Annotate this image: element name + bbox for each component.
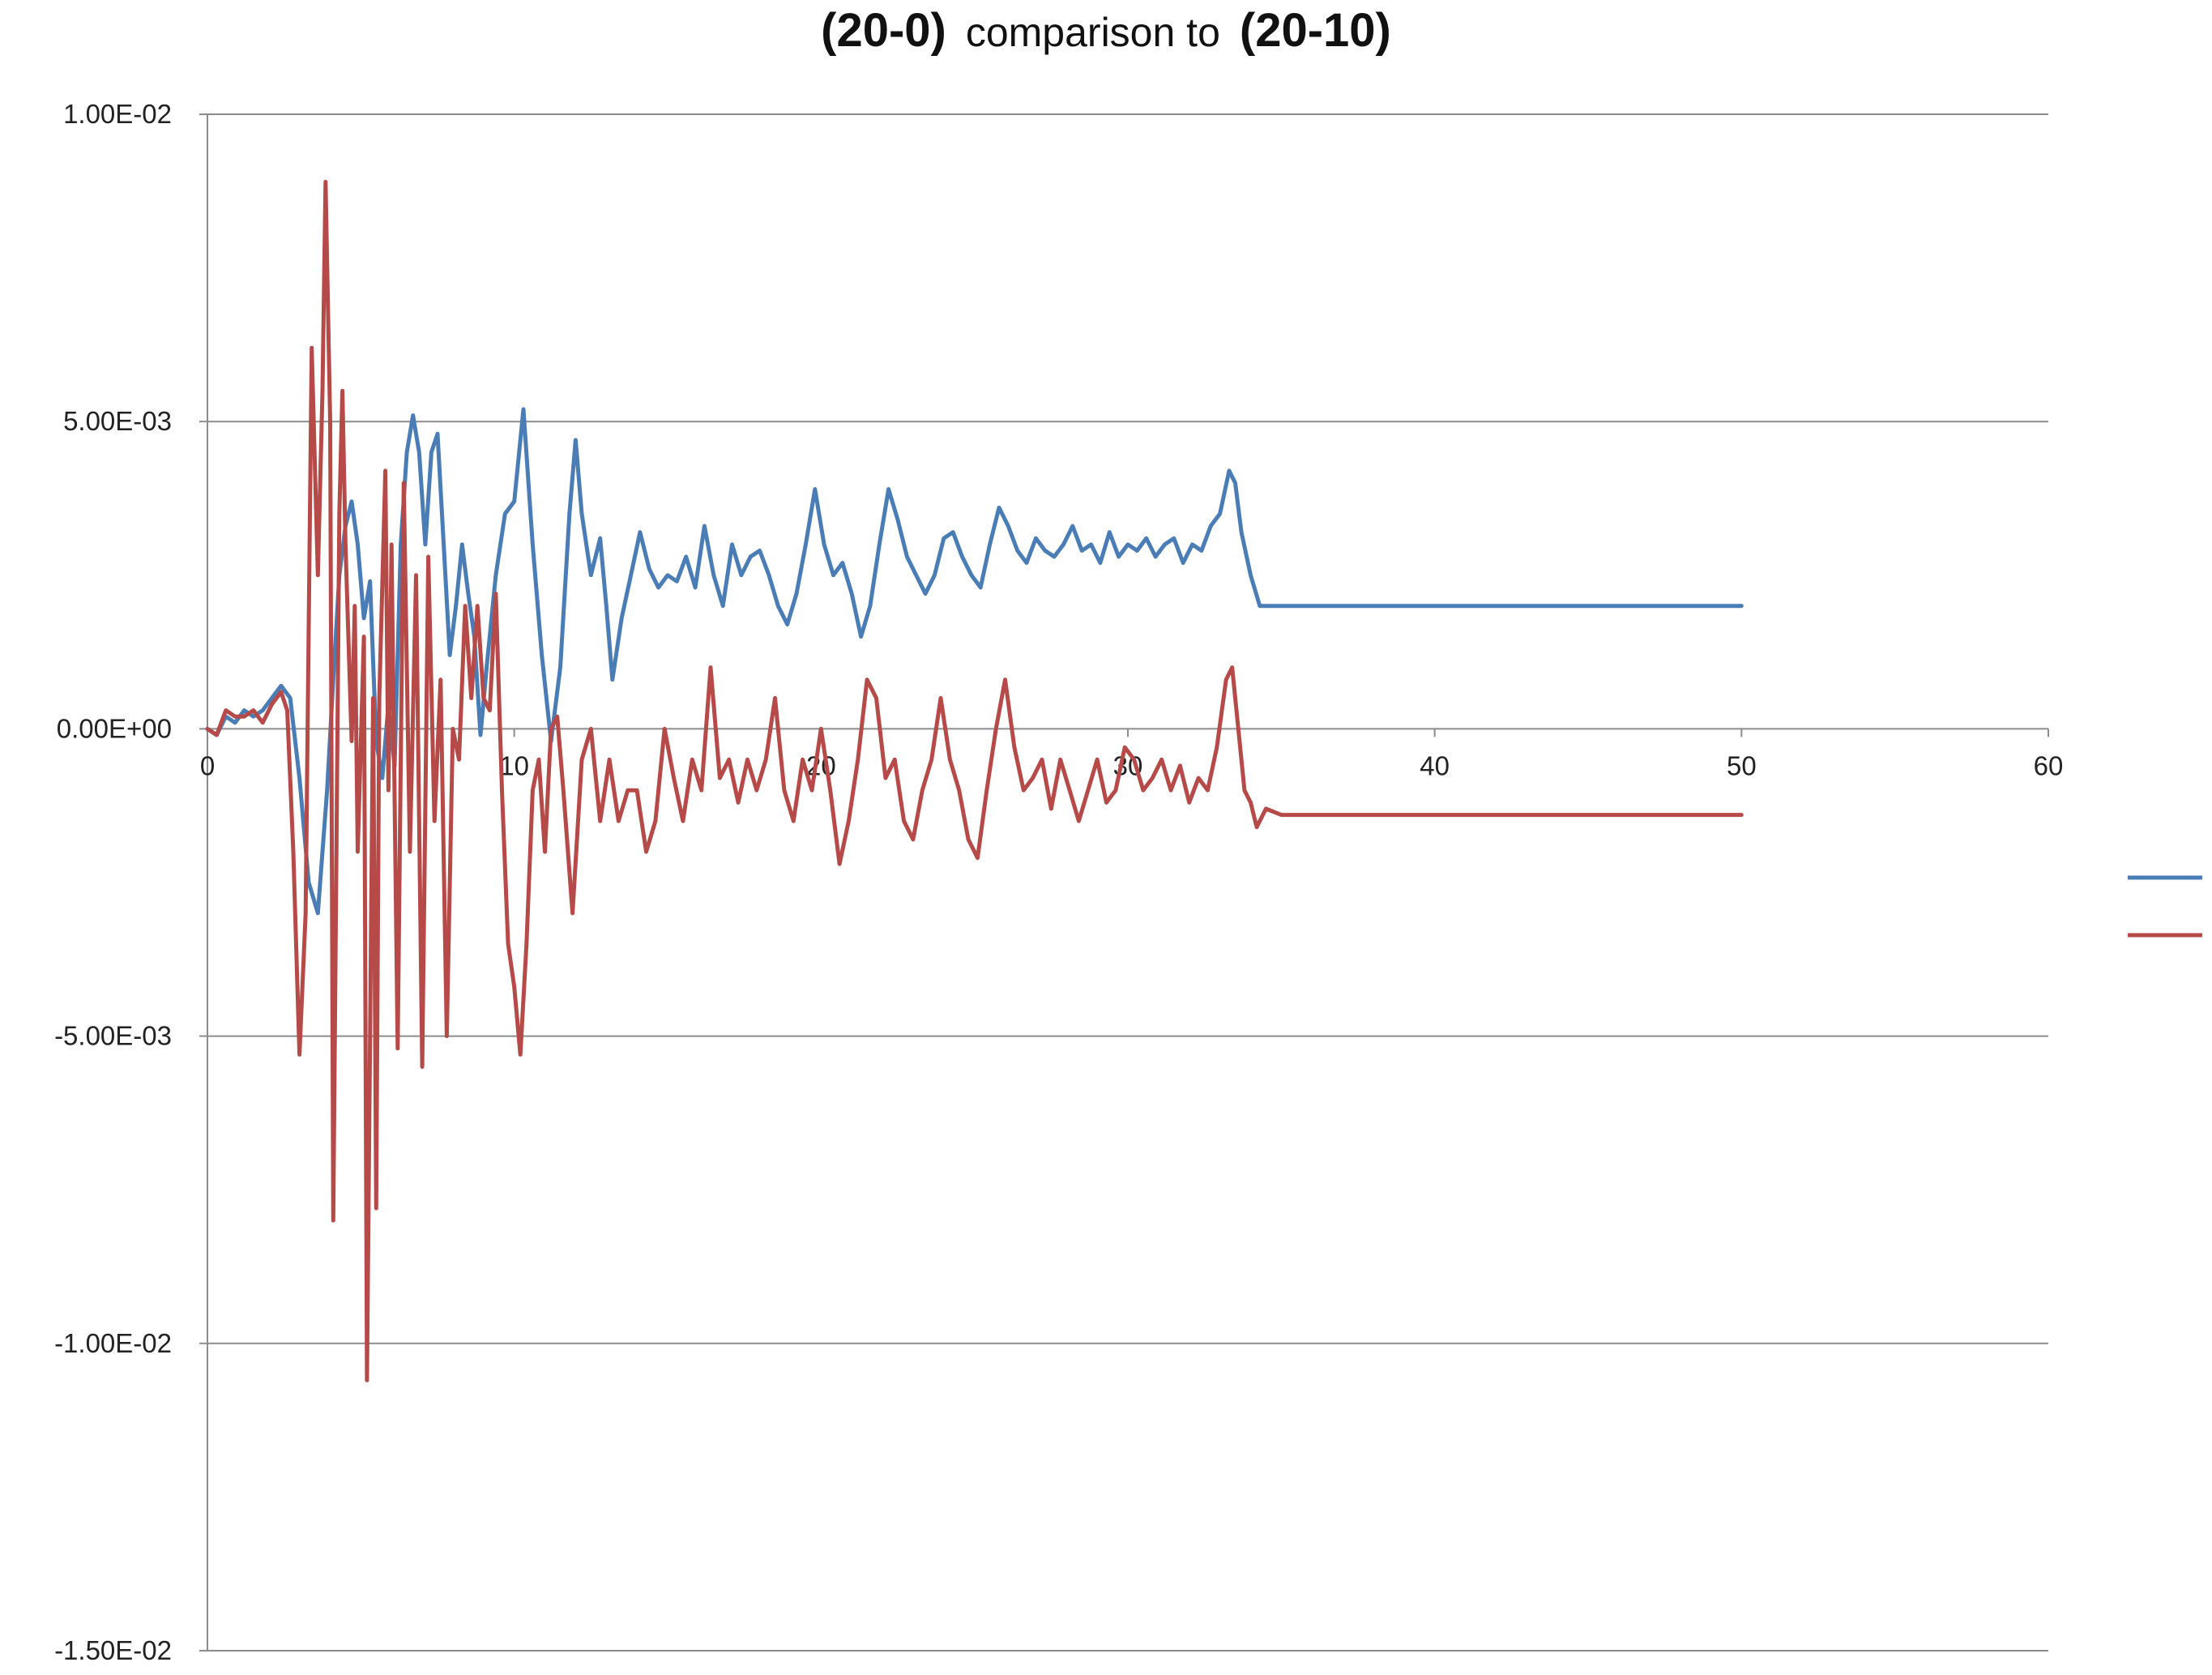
x-tick-label-2: 20	[806, 750, 836, 780]
y-tick-label-0: 1.00E-02	[63, 99, 172, 129]
x-tick-label-1: 10	[499, 750, 529, 780]
x-tick-label-0: 0	[200, 750, 215, 780]
y-tick-label-3: -5.00E-03	[54, 1021, 172, 1051]
series-line-1	[205, 407, 1744, 916]
y-tick-label-2: 0.00E+00	[57, 713, 172, 743]
chart-title-part-3: (20-10)	[1239, 4, 1391, 57]
chart-title-part-2: comparison to	[965, 10, 1220, 55]
y-tick-label-4: -1.00E-02	[54, 1328, 172, 1358]
series-line-2	[205, 179, 1744, 1382]
x-tick-label-4: 40	[1420, 750, 1450, 780]
x-tick-label-6: 60	[2034, 750, 2064, 780]
y-tick-label-5: -1.50E-02	[54, 1635, 172, 1665]
chart-title-part-1: (20-0)	[821, 4, 946, 57]
y-tick-label-1: 5.00E-03	[63, 406, 172, 436]
chart-title: (20-0) comparison to (20-10)	[0, 3, 2212, 76]
x-tick-label-5: 50	[1727, 750, 1757, 780]
